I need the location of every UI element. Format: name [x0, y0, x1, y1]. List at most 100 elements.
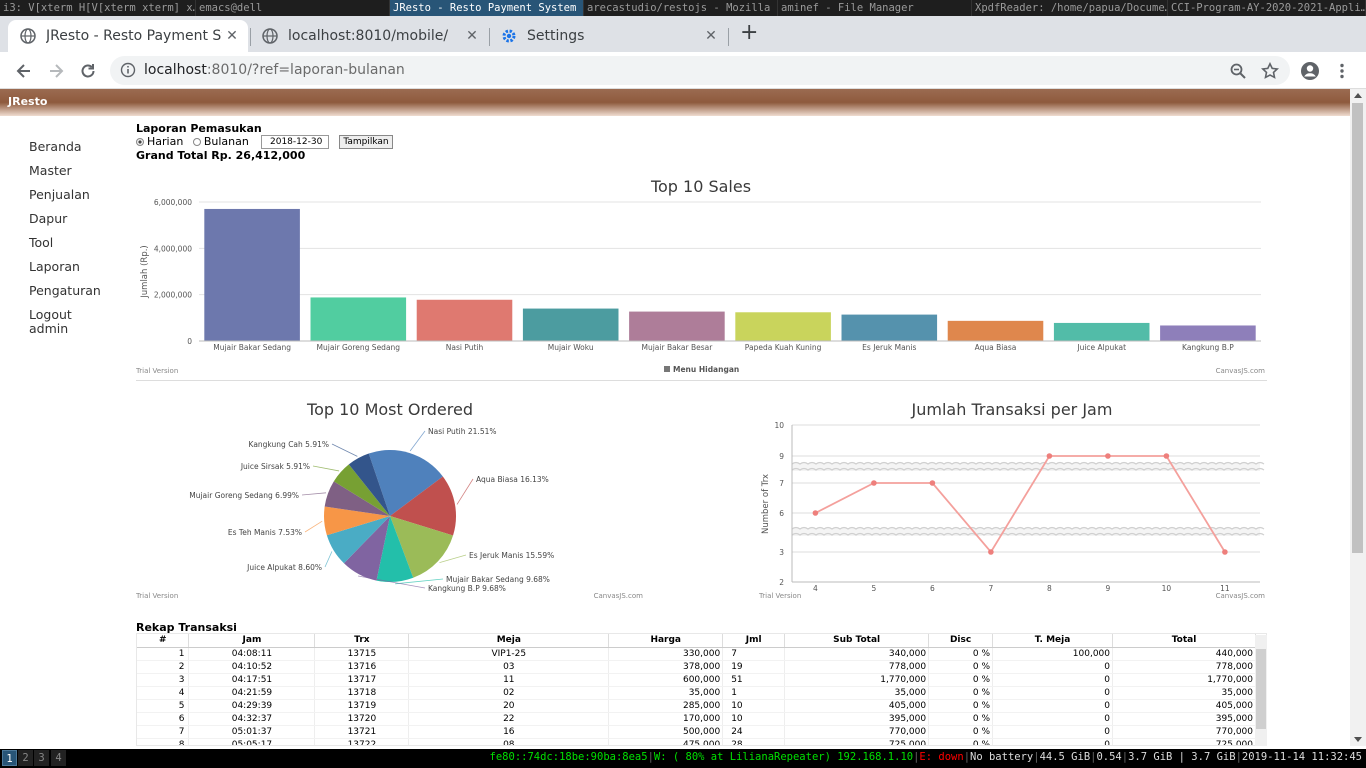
rekap-table-container[interactable]: # Jam Trx Meja Harga Jml Sub Total Disc T. Meja T… [136, 633, 1267, 746]
table-row[interactable]: 7 05:01:37 13721 16 500,000 24 770,000 0 % 0 770,… [137, 725, 1256, 739]
table-cell: 440,000 [1112, 647, 1256, 661]
table-row[interactable]: 6 04:32:37 13720 22 170,000 10 395,000 0 % 0 395,… [137, 712, 1256, 726]
table-row[interactable]: 3 04:17:51 13717 11 600,000 51 1,770,000 0 % 0 1,… [137, 673, 1256, 687]
forward-button[interactable] [44, 59, 68, 83]
sidebar-item-beranda[interactable]: Beranda [29, 139, 82, 154]
pie-leader-line [456, 478, 474, 505]
back-button[interactable] [12, 59, 36, 83]
y-tick-label: 6,000,000 [154, 198, 192, 207]
x-tick-label: Mujair Bakar Besar [641, 343, 713, 352]
credit-label: CanvasJS.com [1216, 367, 1266, 375]
show-button[interactable]: Tampilkan [339, 135, 393, 149]
column-header[interactable]: T. Meja [992, 634, 1113, 648]
column-header[interactable]: Sub Total [784, 634, 930, 648]
most-ordered-chart: Top 10 Most Ordered Nasi Putih 21.51% Aqua… [136, 400, 643, 600]
column-header[interactable]: Total [1112, 634, 1256, 648]
x-tick-label: Kangkung B.P [1182, 343, 1234, 352]
pie-label: Kangkung B.P 9.68% [428, 584, 506, 593]
table-cell: 0 [992, 686, 1113, 700]
address-bar[interactable]: localhost:8010/?ref=laporan-bulanan [110, 56, 1290, 85]
i3-window-title[interactable]: JResto - Resto Payment System … [390, 0, 584, 16]
info-icon[interactable] [120, 62, 136, 82]
x-tick-label: Mujair Goreng Sedang [317, 343, 401, 352]
close-tab-icon[interactable]: ✕ [466, 28, 478, 44]
table-row[interactable]: 8 05:05:17 13722 08 475,000 28 725,000 0 % 0 725,… [137, 738, 1256, 745]
workspace-2[interactable]: 2 [18, 750, 33, 766]
column-header[interactable]: Jml [722, 634, 786, 648]
sidebar-item-pengaturan[interactable]: Pengaturan [29, 283, 101, 298]
i3-window-title[interactable]: emacs@dell [196, 0, 390, 16]
x-tick-label: 5 [872, 584, 877, 593]
bar [310, 297, 407, 341]
sidebar-item-logout[interactable]: Logout admin [29, 307, 72, 336]
sidebar-item-tool[interactable]: Tool [29, 235, 54, 250]
table-scrollbar-thumb[interactable] [1256, 649, 1266, 729]
tab-separator [489, 28, 490, 46]
radio-monthly[interactable] [192, 138, 201, 146]
x-tick-label: Mujair Bakar Sedang [213, 343, 291, 352]
workspace-3[interactable]: 3 [34, 750, 49, 766]
trial-watermark: Trial Version [136, 367, 178, 375]
trial-watermark: Trial Version [136, 592, 178, 600]
workspace-4[interactable]: 4 [51, 750, 66, 766]
date-field[interactable]: 2018-12-30 [261, 135, 329, 149]
arrow-right-icon [50, 64, 64, 78]
table-cell: 16 [408, 725, 610, 739]
tab-jresto[interactable]: JResto - Resto Payment System ✕ [8, 20, 248, 52]
column-header[interactable]: Harga [608, 634, 724, 648]
globe-icon [262, 28, 278, 44]
sidebar-item-dapur[interactable]: Dapur [29, 211, 68, 226]
star-icon [1261, 62, 1279, 79]
table-cell: 100,000 [992, 647, 1113, 661]
table-row[interactable]: 5 04:29:39 13719 20 285,000 10 405,000 0 % 0 405,… [137, 699, 1256, 713]
scroll-up-icon[interactable] [1354, 93, 1362, 98]
page-scrollbar[interactable] [1350, 89, 1366, 746]
table-cell: 10 [722, 699, 786, 713]
scroll-down-icon[interactable] [1354, 737, 1362, 742]
tab-mobile[interactable]: localhost:8010/mobile/ ✕ [250, 20, 488, 52]
i3-window-title[interactable]: aminef - File Manager [778, 0, 972, 16]
reload-button[interactable] [76, 59, 100, 83]
table-cell: 500,000 [608, 725, 724, 739]
table-scrollbar[interactable] [1255, 635, 1267, 746]
profile-button[interactable] [1298, 59, 1322, 83]
x-tick-label: Es Jeruk Manis [862, 343, 916, 352]
bar [416, 299, 513, 341]
status-load: 0.54 [1096, 751, 1122, 763]
table-cell: 10 [722, 712, 786, 726]
column-header[interactable]: Meja [408, 634, 610, 648]
i3-window-title[interactable]: i3: V[xterm H[V[xterm xterm] x… [0, 0, 196, 16]
i3-window-title[interactable]: XpdfReader: /home/papua/Docume… [972, 0, 1168, 16]
scrollbar-thumb[interactable] [1352, 103, 1363, 553]
table-cell: 35,000 [1112, 686, 1256, 700]
sidebar-item-laporan[interactable]: Laporan [29, 259, 80, 274]
column-header[interactable]: Jam [188, 634, 316, 648]
zoom-button[interactable] [1226, 59, 1250, 83]
column-header[interactable]: Disc [928, 634, 994, 648]
column-header[interactable]: Trx [314, 634, 410, 648]
i3-window-title[interactable]: CCI-Program-AY-2020-2021-Appli… [1168, 0, 1366, 16]
table-row[interactable]: 4 04:21:59 13718 02 35,000 1 35,000 0 % 0 35,000 [137, 686, 1256, 700]
close-tab-icon[interactable]: ✕ [705, 28, 717, 44]
menu-button[interactable] [1330, 59, 1354, 83]
pie-leader-line [331, 443, 358, 457]
workspace-1[interactable]: 1 [2, 750, 17, 766]
zoom-out-icon [1230, 63, 1246, 79]
y-tick-label: 3 [779, 548, 784, 557]
table-cell: 6 [137, 712, 190, 726]
table-row[interactable]: 1 04:08:11 13715 VIP1-25 330,000 7 340,000 0 % 1… [137, 647, 1256, 661]
app-brand[interactable]: JResto [8, 95, 48, 108]
i3-window-title[interactable]: arecastudio/restojs - Mozilla … [584, 0, 778, 16]
x-tick-label: Juice Alpukat [1076, 343, 1126, 352]
column-header[interactable]: # [137, 634, 190, 648]
table-cell: 13719 [314, 699, 410, 713]
new-tab-button[interactable]: + [740, 20, 759, 45]
sidebar-item-master[interactable]: Master [29, 163, 72, 178]
bookmark-button[interactable] [1258, 59, 1282, 83]
table-row[interactable]: 2 04:10:52 13716 03 378,000 19 778,000 0 % 0 778,… [137, 660, 1256, 674]
tab-settings[interactable]: Settings ✕ [489, 20, 727, 52]
close-tab-icon[interactable]: ✕ [226, 28, 238, 44]
table-body: 1 04:08:11 13715 VIP1-25 330,000 7 340,000 0 % 1… [137, 647, 1256, 745]
sidebar-item-penjualan[interactable]: Penjualan [29, 187, 90, 202]
radio-daily[interactable] [136, 138, 144, 146]
